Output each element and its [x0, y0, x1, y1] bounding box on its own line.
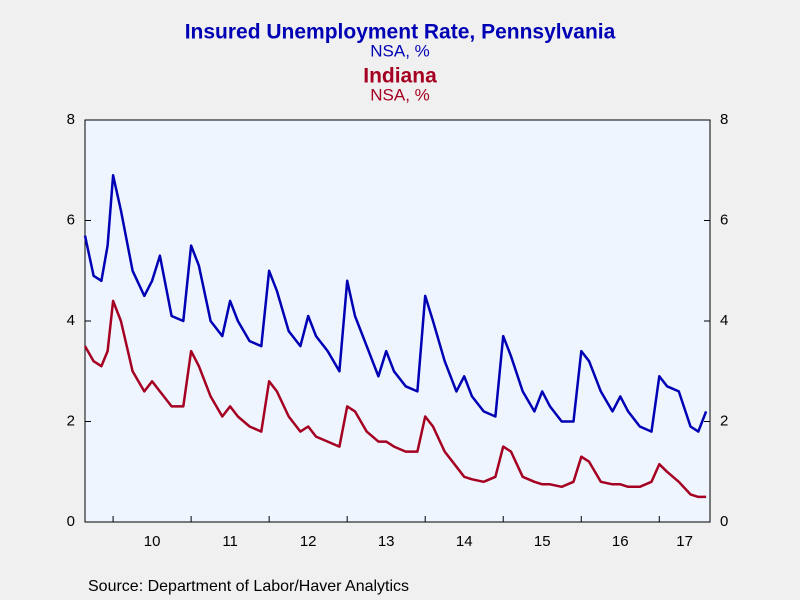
- x-tick-label: 13: [378, 533, 395, 550]
- y-tick-label: 6: [67, 211, 75, 228]
- x-tick-label: 10: [144, 533, 161, 550]
- x-tick-label: 15: [534, 533, 551, 550]
- y-tick-label: 2: [67, 412, 75, 429]
- source-note: Source: Department of Labor/Haver Analyt…: [88, 578, 409, 595]
- y-tick-label: 0: [67, 513, 75, 530]
- series-title: Indiana: [363, 65, 437, 88]
- x-tick-label: 12: [300, 533, 317, 550]
- series-line: [83, 174, 708, 433]
- series-line: [83, 299, 707, 499]
- y2-tick-label: 4: [720, 312, 728, 329]
- x-tick-label: 16: [612, 533, 629, 550]
- y2-tick-label: 0: [720, 513, 728, 530]
- x-tick-label: 14: [456, 533, 473, 550]
- y2-tick-label: 2: [720, 412, 728, 429]
- plot-area: [84, 119, 711, 523]
- series-title: Insured Unemployment Rate, Pennsylvania: [185, 21, 616, 44]
- series-unit: NSA, %: [370, 85, 430, 104]
- x-tick-label: 17: [676, 533, 693, 550]
- y-tick-label: 4: [67, 312, 75, 329]
- series-unit: NSA, %: [370, 41, 430, 60]
- y2-tick-label: 8: [720, 111, 728, 128]
- y2-tick-label: 6: [720, 211, 728, 228]
- y-tick-label: 8: [67, 111, 75, 128]
- x-tick-label: 11: [222, 533, 238, 550]
